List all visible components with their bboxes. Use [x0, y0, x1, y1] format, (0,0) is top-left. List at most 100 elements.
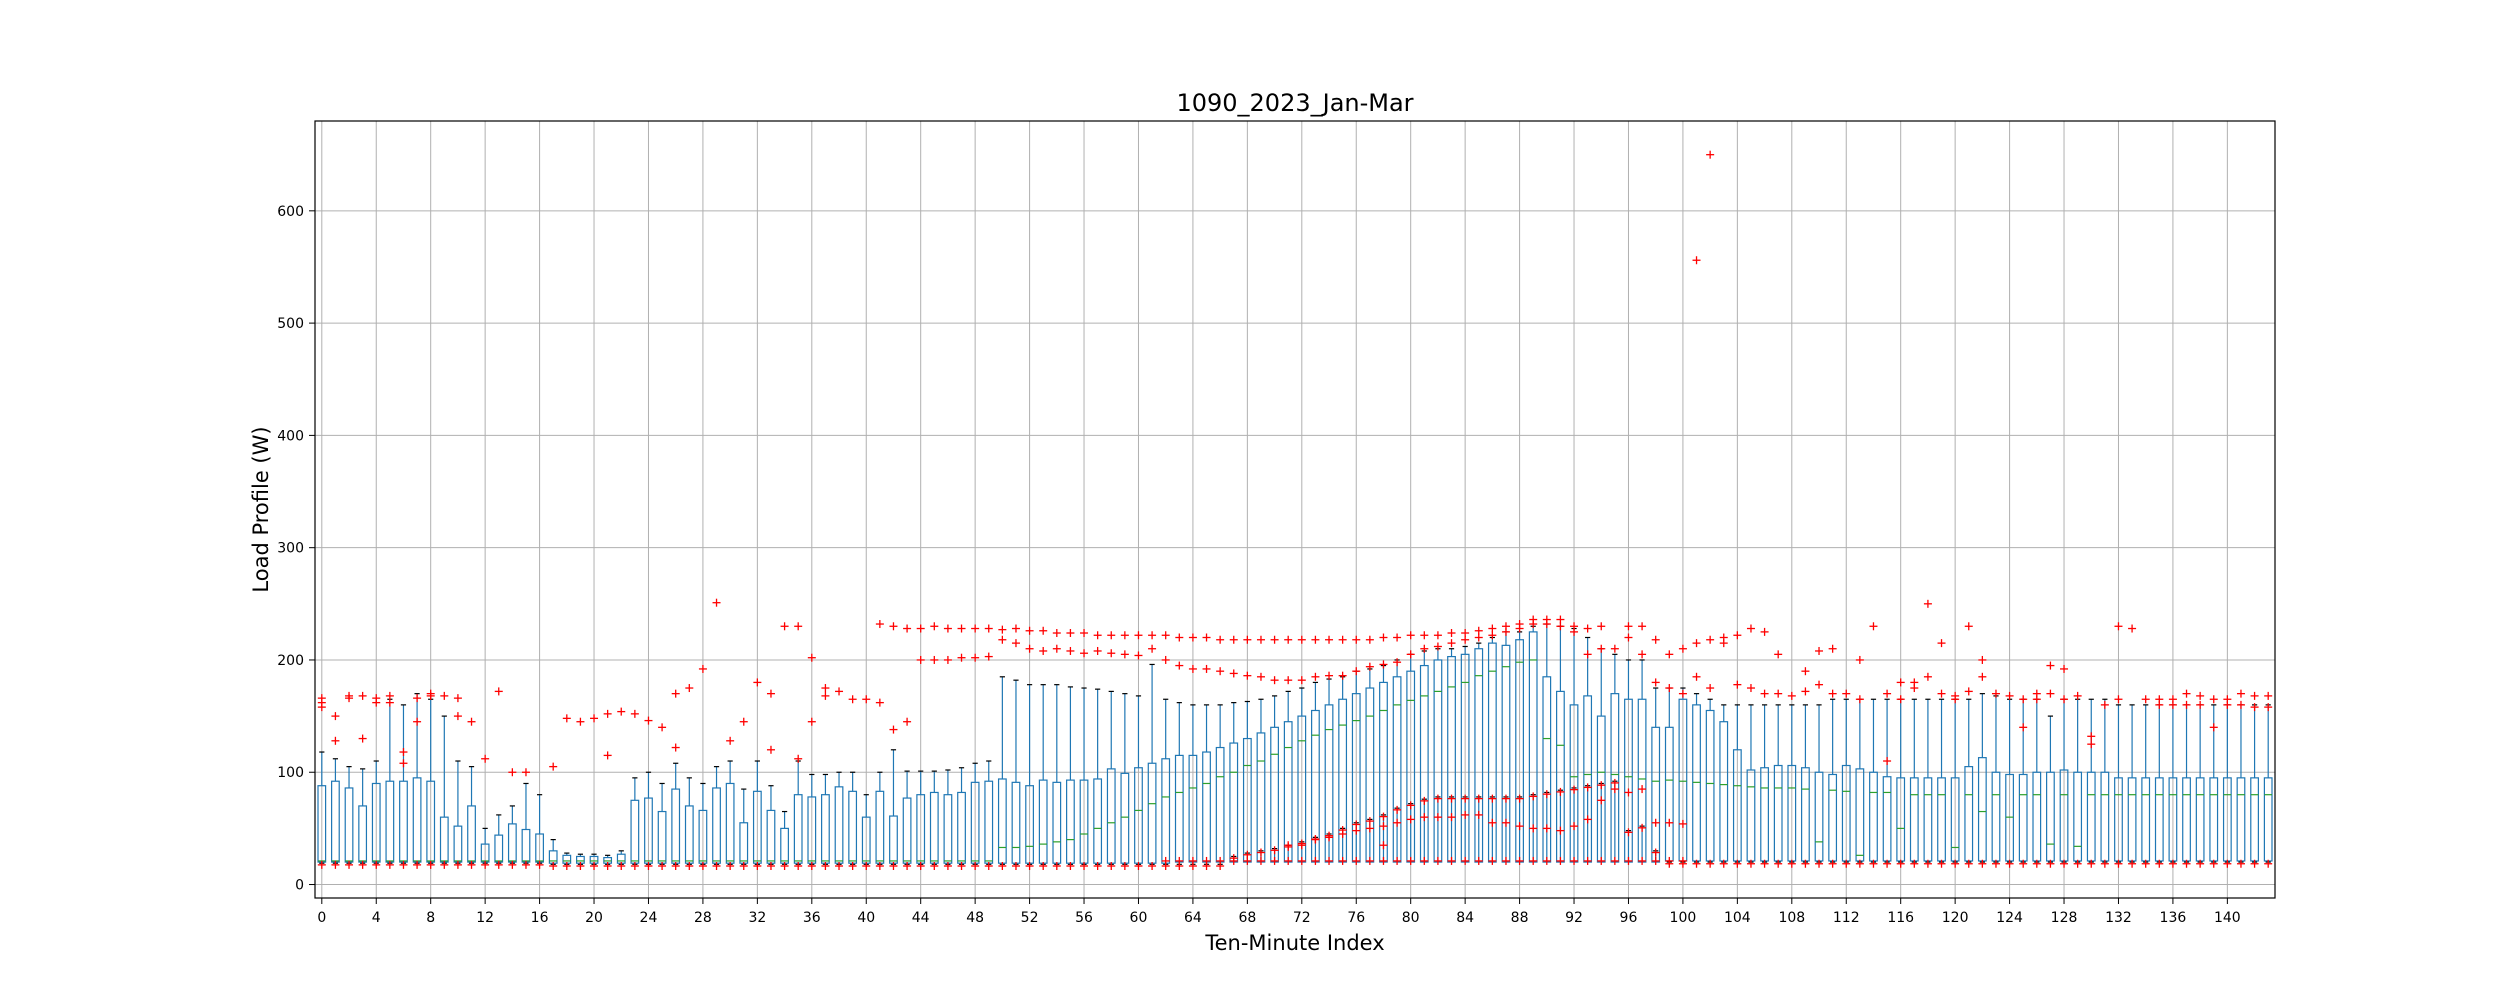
box-iqr	[2182, 777, 2191, 862]
x-axis-label: Ten-Minute Index	[1204, 931, 1384, 955]
flier-point	[372, 694, 381, 703]
flier-point	[1624, 856, 1633, 865]
flier-point	[998, 635, 1007, 644]
flier-point	[1638, 650, 1647, 659]
flier-point	[2209, 859, 2218, 868]
box-iqr	[2209, 777, 2219, 862]
box-66	[1215, 704, 1225, 865]
x-tick-label: 124	[1996, 910, 2023, 926]
flier-point	[1229, 854, 1238, 863]
box-78	[1379, 664, 1388, 863]
box-iqr	[2073, 771, 2083, 862]
flier-point	[2209, 723, 2218, 732]
flier-point	[1638, 823, 1647, 832]
flier-point	[1406, 815, 1415, 824]
box-iqr	[1801, 767, 1810, 862]
flier-point	[685, 684, 694, 693]
x-tick-label: 8	[426, 910, 435, 926]
flier-point	[1352, 635, 1361, 644]
flier-point	[535, 860, 544, 869]
flier-point	[1706, 150, 1715, 159]
box-iqr	[943, 794, 953, 864]
flier-point	[440, 860, 449, 869]
flier-point	[331, 736, 340, 745]
x-tick-label: 100	[1670, 910, 1697, 926]
box-94	[1596, 648, 1606, 863]
flier-point	[1583, 624, 1592, 633]
flier-point	[494, 860, 503, 869]
flier-point	[1052, 644, 1061, 653]
flier-point	[1733, 680, 1742, 689]
flier-point	[671, 743, 680, 752]
flier-point	[345, 694, 354, 703]
flier-point	[413, 694, 422, 703]
flier-point	[1855, 695, 1864, 704]
flier-point	[1923, 599, 1932, 608]
flier-point	[1406, 631, 1415, 640]
box-iqr	[2032, 771, 2042, 862]
flier-point	[1393, 805, 1402, 814]
box-iqr	[2141, 777, 2151, 862]
flier-point	[1093, 646, 1102, 655]
flier-point	[1597, 781, 1606, 790]
box-11	[467, 766, 476, 864]
flier-point	[481, 860, 490, 869]
box-50	[997, 676, 1007, 865]
flier-point	[930, 622, 939, 631]
box-iqr	[2263, 777, 2273, 862]
flier-point	[1161, 655, 1170, 664]
flier-point	[1093, 861, 1102, 870]
flier-point	[2114, 695, 2123, 704]
flier-point	[1638, 785, 1647, 794]
flier-point	[1501, 794, 1510, 803]
flier-point	[1542, 856, 1551, 865]
flier-point	[549, 861, 558, 870]
flier-point	[1651, 635, 1660, 644]
flier-point	[1488, 856, 1497, 865]
flier-point	[2019, 723, 2028, 732]
box-69	[1256, 698, 1266, 863]
box-143	[2263, 704, 2273, 863]
flier-point	[821, 684, 830, 693]
flier-point	[2155, 700, 2164, 709]
flier-point	[1787, 859, 1796, 868]
flier-point	[943, 861, 952, 870]
box-iqr	[1964, 766, 1974, 862]
flier-point	[1583, 650, 1592, 659]
box-130	[2086, 698, 2096, 863]
flier-point	[1651, 678, 1660, 687]
y-axis-label: Load Profile (W)	[249, 426, 273, 592]
box-107	[1773, 704, 1783, 863]
flier-point	[698, 861, 707, 870]
flier-point	[603, 709, 612, 718]
flier-point	[1461, 635, 1470, 644]
flier-point	[1447, 639, 1456, 648]
flier-point	[1692, 639, 1701, 648]
box-33	[766, 785, 776, 865]
flier-point	[1842, 689, 1851, 698]
box-iqr	[399, 780, 408, 863]
flier-point	[1787, 691, 1796, 700]
flier-point	[453, 694, 462, 703]
flier-point	[1801, 687, 1810, 696]
flier-point	[603, 751, 612, 760]
flier-point	[2046, 689, 2055, 698]
flier-point	[1896, 678, 1905, 687]
box-iqr	[793, 794, 803, 864]
flier-point	[2100, 859, 2109, 868]
flier-point	[1597, 796, 1606, 805]
flier-point	[440, 691, 449, 700]
flier-point	[426, 689, 435, 698]
box-iqr	[1828, 773, 1838, 862]
x-tick-label: 72	[1293, 910, 1311, 926]
flier-point	[1583, 815, 1592, 824]
flier-point	[1365, 856, 1374, 865]
flier-point	[1951, 691, 1960, 700]
box-iqr	[780, 827, 789, 864]
box-95	[1610, 653, 1620, 863]
box-iqr	[671, 788, 681, 864]
flier-point	[1610, 778, 1619, 787]
box-102	[1705, 698, 1715, 863]
flier-point	[1311, 635, 1320, 644]
box-110	[1814, 704, 1824, 863]
